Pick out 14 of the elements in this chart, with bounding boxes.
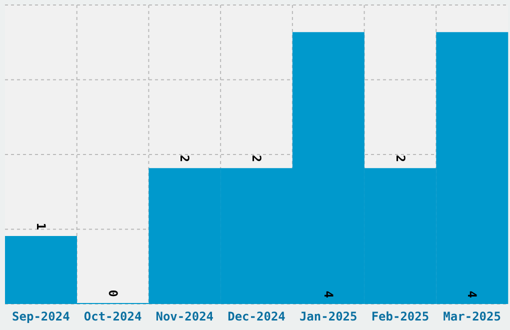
data-label: 2 [393,154,408,162]
x-tick-label: Mar-2025 [443,310,501,324]
data-label: 2 [178,154,192,162]
x-tick-label: Dec-2024 [228,310,286,324]
data-label: 4 [321,290,336,298]
data-label: 4 [465,290,480,298]
x-tick-label: Oct-2024 [84,310,142,324]
x-tick-label: Jan-2025 [299,310,358,324]
x-tick-label: Sep-2024 [12,310,70,324]
data-label: 0 [106,290,120,297]
x-tick-label: Nov-2024 [156,310,214,324]
data-label: 1 [34,222,48,230]
x-tick-label: Feb-2025 [371,310,430,324]
data-label: 2 [250,154,264,162]
